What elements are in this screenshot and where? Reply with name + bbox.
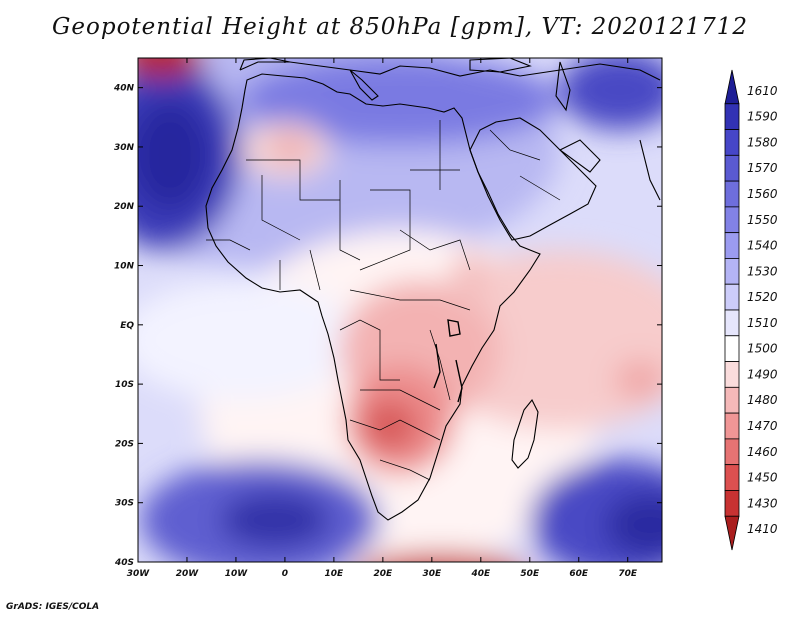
colorbar-label: 1480 bbox=[747, 393, 778, 407]
colorbar-swatch bbox=[724, 515, 740, 551]
colorbar-label: 1580 bbox=[747, 135, 778, 149]
italy bbox=[349, 69, 379, 101]
madagascar bbox=[511, 398, 539, 469]
colorbar: 1610 1590 1580 1570 1560 1550 1540 1530 1520 1510… bbox=[724, 69, 778, 551]
y-tick-label: 40S bbox=[114, 558, 134, 568]
colorbar-label: 1470 bbox=[747, 419, 778, 433]
country-borders bbox=[206, 120, 561, 481]
credit-text: GrADS: IGES/COLA bbox=[6, 602, 100, 612]
colorbar-swatch bbox=[724, 490, 740, 517]
colorbar-swatch bbox=[724, 69, 740, 105]
axis-ticks: 30W 20W 10W 0 10E 20E 30E 40E 50E 60E 70E 40N 30N 20N… bbox=[113, 58, 662, 579]
colorbar-label: 1510 bbox=[747, 316, 778, 330]
persian-gulf bbox=[558, 139, 601, 173]
colorbar-label: 1490 bbox=[747, 367, 778, 381]
colorbar-label: 1460 bbox=[747, 445, 778, 459]
caspian bbox=[555, 61, 571, 112]
colorbar-label: 1520 bbox=[747, 290, 778, 304]
arabian-peninsula bbox=[469, 117, 597, 241]
x-tick-label: 60E bbox=[569, 569, 589, 579]
map-panel bbox=[138, 58, 662, 562]
lakes bbox=[433, 319, 463, 403]
x-tick-label: 70E bbox=[618, 569, 638, 579]
y-tick-label: 40N bbox=[113, 84, 135, 94]
x-tick-label: 0 bbox=[282, 569, 288, 579]
colorbar-swatch bbox=[724, 206, 740, 234]
colorbar-swatch bbox=[724, 129, 740, 156]
colorbar-swatch bbox=[724, 103, 740, 130]
colorbar-label: 1610 bbox=[747, 84, 778, 98]
colorbar-label: 1450 bbox=[747, 471, 778, 485]
x-tick-label: 50E bbox=[520, 569, 540, 579]
europe-coast bbox=[239, 61, 661, 81]
map-frame bbox=[137, 57, 663, 563]
x-tick-label: 10E bbox=[325, 569, 345, 579]
colorbar-swatch bbox=[724, 464, 740, 491]
colorbar-swatch bbox=[724, 412, 740, 440]
x-tick-label: 40E bbox=[470, 569, 491, 579]
x-tick-label: 20E bbox=[374, 569, 394, 579]
colorbar-swatch bbox=[724, 232, 740, 259]
colorbar-swatch bbox=[724, 335, 740, 362]
y-tick-label: 20S bbox=[115, 439, 134, 449]
africa-coastline bbox=[205, 73, 541, 521]
colorbar-label: 1410 bbox=[747, 522, 778, 536]
colorbar-label: 1540 bbox=[747, 239, 778, 253]
colorbar-label: 1530 bbox=[747, 264, 778, 278]
y-tick-label: 10S bbox=[115, 380, 134, 390]
x-tick-label: 10W bbox=[225, 569, 249, 579]
colorbar-swatch bbox=[724, 438, 740, 466]
colorbar-swatch bbox=[724, 180, 740, 208]
colorbar-label: 1590 bbox=[747, 110, 778, 124]
x-tick-label: 30E bbox=[422, 569, 442, 579]
colorbar-swatch bbox=[724, 283, 740, 311]
colorbar-swatch bbox=[724, 361, 740, 388]
y-tick-label: 30S bbox=[115, 499, 134, 509]
colorbar-label: 1560 bbox=[747, 187, 778, 201]
chart-title: Geopotential Height at 850hPa [gpm], VT:… bbox=[52, 14, 748, 40]
india-coast bbox=[639, 139, 661, 201]
y-tick-label: EQ bbox=[120, 321, 134, 331]
colorbar-label: 1500 bbox=[747, 342, 778, 356]
x-tick-label: 30W bbox=[127, 569, 151, 579]
colorbar-swatch bbox=[724, 154, 740, 182]
y-tick-label: 10N bbox=[114, 262, 135, 272]
y-tick-label: 30N bbox=[114, 143, 135, 153]
colorbar-label: 1430 bbox=[747, 496, 778, 510]
y-tick-label: 20N bbox=[114, 202, 135, 212]
colorbar-swatch bbox=[724, 309, 740, 337]
colorbar-swatch bbox=[724, 386, 740, 414]
iberia bbox=[239, 58, 291, 71]
x-tick-label: 20W bbox=[176, 569, 200, 579]
colorbar-label: 1550 bbox=[747, 213, 778, 227]
colorbar-swatch bbox=[724, 258, 740, 285]
coastlines bbox=[205, 58, 661, 521]
colorbar-label: 1570 bbox=[747, 161, 778, 175]
